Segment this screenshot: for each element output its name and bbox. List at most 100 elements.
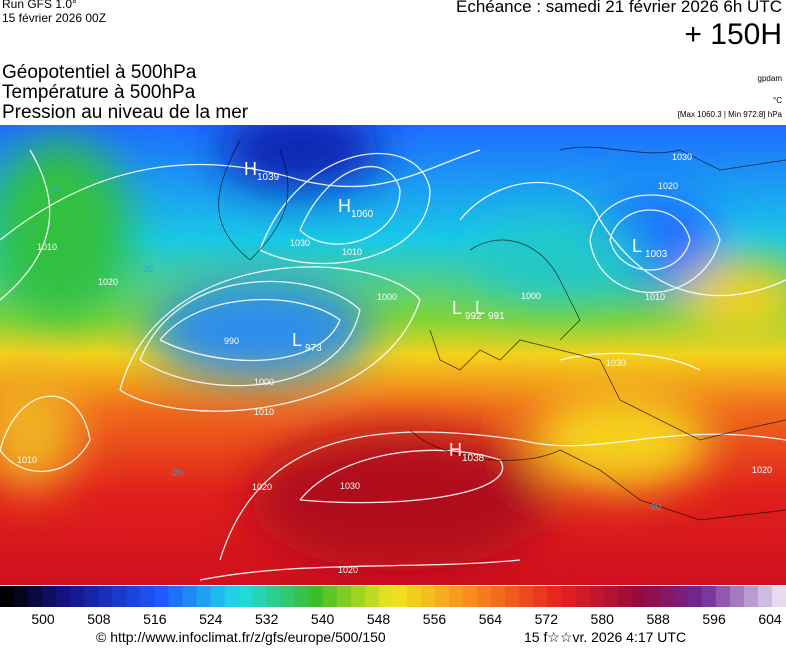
- unit: [Max 1060.3 | Min 972.8] hPa: [677, 110, 782, 119]
- colorbar-label: 604: [758, 611, 782, 627]
- colorbar-swatch: [463, 586, 478, 607]
- colorbar-swatch: [28, 586, 43, 607]
- colorbar-swatch: [140, 586, 155, 607]
- colorbar-swatch: [645, 586, 661, 607]
- colorbar-swatch: [407, 586, 422, 607]
- pressure-center-letter: L: [632, 236, 642, 256]
- pressure-center-value: 1060: [351, 209, 374, 220]
- colorbar-swatch: [729, 586, 745, 607]
- colorbar-swatch: [421, 586, 436, 607]
- isobar-label: 990: [224, 336, 239, 346]
- colorbar-label: 500: [31, 611, 55, 627]
- isobar-label: 1030: [672, 152, 692, 162]
- field: [0, 125, 786, 585]
- colorbar-swatch: [533, 586, 548, 607]
- colorbar-label: 572: [535, 611, 559, 627]
- colorbar-label: 524: [199, 611, 223, 627]
- colorbar-swatch: [575, 586, 590, 607]
- colorbar-swatch: [308, 586, 324, 607]
- isobar-label: 1010: [37, 242, 57, 252]
- pressure-center-value: 1003: [645, 249, 668, 260]
- colorbar-swatch: [168, 586, 183, 607]
- isobar-label: 1010: [17, 455, 37, 465]
- colorbar-swatch: [715, 586, 731, 607]
- colorbar-swatch: [126, 586, 141, 607]
- colorbar-label: 596: [702, 611, 726, 627]
- isobar-label: 1010: [645, 292, 665, 302]
- title: Température à 500hPa: [2, 82, 196, 103]
- unit: gpdam: [757, 74, 782, 83]
- colorbar-swatch: [631, 586, 647, 607]
- colorbar-swatch: [154, 586, 169, 607]
- colorbar-swatch: [196, 586, 212, 607]
- colorbar-swatch: [0, 586, 15, 607]
- colorbar-label: 532: [255, 611, 279, 627]
- pressure-center-letter: H: [449, 440, 462, 460]
- isobar-label: 1020: [252, 482, 272, 492]
- colorbar-swatch: [182, 586, 197, 607]
- colorbar-swatch: [378, 586, 394, 607]
- colorbar-swatch: [547, 586, 562, 607]
- colorbar-swatch: [238, 586, 254, 607]
- colorbar-label: 548: [367, 611, 391, 627]
- colorbar-label: 556: [423, 611, 447, 627]
- colorbar-swatch: [589, 586, 605, 607]
- colorbar-swatch: [84, 586, 99, 607]
- isobar-label: 1030: [290, 238, 310, 248]
- colorbar-swatch: [294, 586, 310, 607]
- colorbar-swatch: [603, 586, 619, 607]
- colorbar-swatch: [210, 586, 226, 607]
- title: Pression au niveau de la mer: [2, 102, 249, 123]
- temperature-label: -30: [140, 264, 153, 274]
- isobar-label: 1020: [752, 465, 772, 475]
- run-date: 15 février 2026 00Z: [2, 11, 107, 25]
- colorbar-swatch: [673, 586, 689, 607]
- colorbar-label: 516: [143, 611, 167, 627]
- pressure-center-value: 992: [465, 311, 482, 322]
- colorbar-swatch: [435, 586, 450, 607]
- colorbar-swatch: [112, 586, 127, 607]
- isobar-label: 1020: [98, 277, 118, 287]
- colorbar-swatch: [322, 586, 338, 607]
- pressure-center-letter: L: [292, 330, 302, 350]
- colorbar-swatch: [491, 586, 506, 607]
- pressure-center-value: 1038: [462, 453, 485, 464]
- isobar-label: 1000: [254, 377, 274, 387]
- pressure-center-letter: H: [338, 196, 351, 216]
- colorbar-swatch: [98, 586, 113, 607]
- colorbar-swatch: [617, 586, 633, 607]
- temperature-label: -30: [48, 186, 61, 196]
- colorbar-swatch: [252, 586, 268, 607]
- isobar-label: 1010: [342, 247, 362, 257]
- isobar-label: 1020: [338, 565, 358, 575]
- colorbar-label: 580: [591, 611, 615, 627]
- colorbar-swatch: [224, 586, 240, 607]
- isobar-label: 1000: [377, 292, 397, 302]
- colorbar-swatch: [280, 586, 296, 607]
- colorbar-label: 588: [646, 611, 670, 627]
- colorbar-swatch: [477, 586, 492, 607]
- colorbar-swatch: [771, 586, 786, 607]
- colorbar-label: 540: [311, 611, 335, 627]
- isobar-label: 1020: [658, 181, 678, 191]
- colorbar-label: 508: [87, 611, 111, 627]
- colorbar-swatch: [393, 586, 408, 607]
- colorbar-swatch: [14, 586, 29, 607]
- temperature-label: -20: [648, 502, 661, 512]
- colorbar-swatch: [519, 586, 534, 607]
- unit: °C: [773, 96, 782, 105]
- colorbar-swatch: [56, 586, 71, 607]
- colorbar-swatch: [757, 586, 773, 607]
- colorbar-swatch: [449, 586, 464, 607]
- isobar-label: 1030: [606, 358, 626, 368]
- pressure-center-value: 1039: [257, 172, 280, 183]
- pressure-center-letter: L: [475, 298, 485, 318]
- echeance: Echéance : samedi 21 février 2026 6h UTC: [455, 0, 782, 16]
- colorbar-swatch: [42, 586, 57, 607]
- isobar-label: 1010: [254, 407, 274, 417]
- colorbar-swatch: [659, 586, 675, 607]
- colorbar-swatch: [743, 586, 759, 607]
- lead-time: + 150H: [684, 18, 782, 51]
